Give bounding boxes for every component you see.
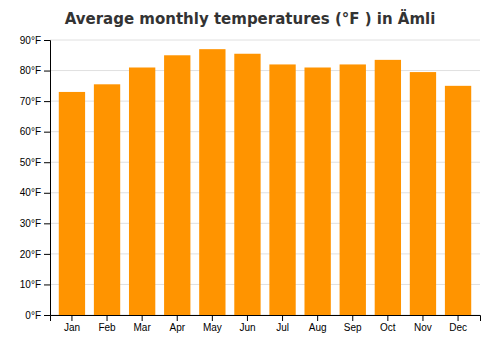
bar (164, 55, 190, 315)
x-tick-mark (247, 315, 248, 321)
x-tick-mark (422, 315, 423, 321)
x-tick: Feb (98, 315, 116, 333)
grid-line (50, 70, 480, 71)
y-tick-label: 80°F (20, 65, 41, 76)
x-tick-mark (317, 315, 318, 321)
y-tick: 70°F (20, 96, 50, 107)
y-tick-mark (44, 254, 50, 255)
x-tick-label: Jun (239, 322, 255, 333)
y-tick-mark (44, 101, 50, 102)
x-tick-label: Oct (380, 322, 396, 333)
bar (94, 84, 120, 315)
grid-line (50, 40, 480, 41)
y-tick: 60°F (20, 126, 50, 137)
y-tick: 80°F (20, 65, 50, 76)
x-tick: May (203, 315, 222, 333)
y-tick-label: 30°F (20, 218, 41, 229)
y-axis-line (44, 41, 51, 316)
y-tick-label: 40°F (20, 187, 41, 198)
x-tick: Aug (309, 315, 327, 333)
x-tick-mark (387, 315, 388, 321)
x-tick-mark (177, 315, 178, 321)
x-tick-label: Jan (64, 322, 80, 333)
bar (234, 54, 260, 315)
bar (340, 64, 366, 315)
x-axis: Jan Feb Mar Apr May Jun Jul Aug Sep Oct Nov Dec (51, 315, 481, 333)
x-tick-mark (71, 315, 72, 321)
x-tick: Jan (64, 315, 80, 333)
x-tick: Jun (239, 315, 255, 333)
bar (129, 68, 155, 316)
y-tick-label: 50°F (20, 157, 41, 168)
y-tick: 40°F (20, 187, 50, 198)
bars (59, 49, 471, 315)
x-tick-label: Aug (309, 322, 327, 333)
y-tick: 30°F (20, 218, 50, 229)
chart: 0°F 10°F 20°F 30°F 40°F 50°F 60°F 70°F 80°F 90°F J… (0, 0, 500, 350)
bar (269, 64, 295, 315)
x-tick: Oct (380, 315, 396, 333)
y-tick: 10°F (20, 279, 50, 290)
y-tick-label: 60°F (20, 126, 41, 137)
x-tick-mark (142, 315, 143, 321)
x-tick-mark (107, 315, 108, 321)
x-tick: Sep (344, 315, 362, 333)
x-tick: Jul (276, 315, 289, 333)
y-tick-label: 90°F (20, 35, 41, 46)
y-tick: 50°F (20, 157, 50, 168)
x-axis-line (51, 316, 481, 322)
x-tick-label: Dec (449, 322, 467, 333)
y-tick-mark (44, 132, 50, 133)
bar (199, 49, 225, 315)
bar (304, 68, 330, 316)
x-tick-mark (282, 315, 283, 321)
title: Average monthly temperatures (°F ) in Äm… (65, 9, 436, 28)
x-tick: Apr (169, 315, 185, 333)
x-tick-label: Feb (98, 322, 116, 333)
y-tick-label: 0°F (25, 310, 41, 321)
x-tick: Dec (449, 315, 467, 333)
bar (59, 92, 85, 315)
bar (375, 60, 401, 315)
y-tick-mark (44, 315, 50, 316)
x-tick-label: Nov (414, 322, 432, 333)
x-tick-mark (352, 315, 353, 321)
y-tick-mark (44, 40, 50, 41)
y-tick: 20°F (20, 249, 50, 260)
y-tick-label: 20°F (20, 249, 41, 260)
grid (50, 40, 480, 315)
bar (445, 86, 471, 315)
x-tick-label: Mar (134, 322, 152, 333)
x-tick-label: Sep (344, 322, 362, 333)
bar (410, 72, 436, 315)
y-tick-mark (44, 223, 50, 224)
plot: 0°F 10°F 20°F 30°F 40°F 50°F 60°F 70°F 80°F 90°F J… (20, 35, 481, 333)
y-tick-mark (44, 284, 50, 285)
x-tick: Mar (134, 315, 152, 333)
x-tick-label: Apr (169, 322, 185, 333)
y-tick-mark (44, 193, 50, 194)
y-tick: 0°F (25, 310, 50, 321)
y-tick-mark (44, 71, 50, 72)
x-tick-label: May (203, 322, 222, 333)
x-tick: Nov (414, 315, 432, 333)
x-tick-mark (458, 315, 459, 321)
y-tick-label: 10°F (20, 279, 41, 290)
x-tick-label: Jul (276, 322, 289, 333)
y-tick-label: 70°F (20, 96, 41, 107)
y-tick: 90°F (20, 35, 50, 46)
y-tick-mark (44, 162, 50, 163)
x-tick-mark (212, 315, 213, 321)
y-axis: 0°F 10°F 20°F 30°F 40°F 50°F 60°F 70°F 80°F 90°F (20, 35, 51, 321)
